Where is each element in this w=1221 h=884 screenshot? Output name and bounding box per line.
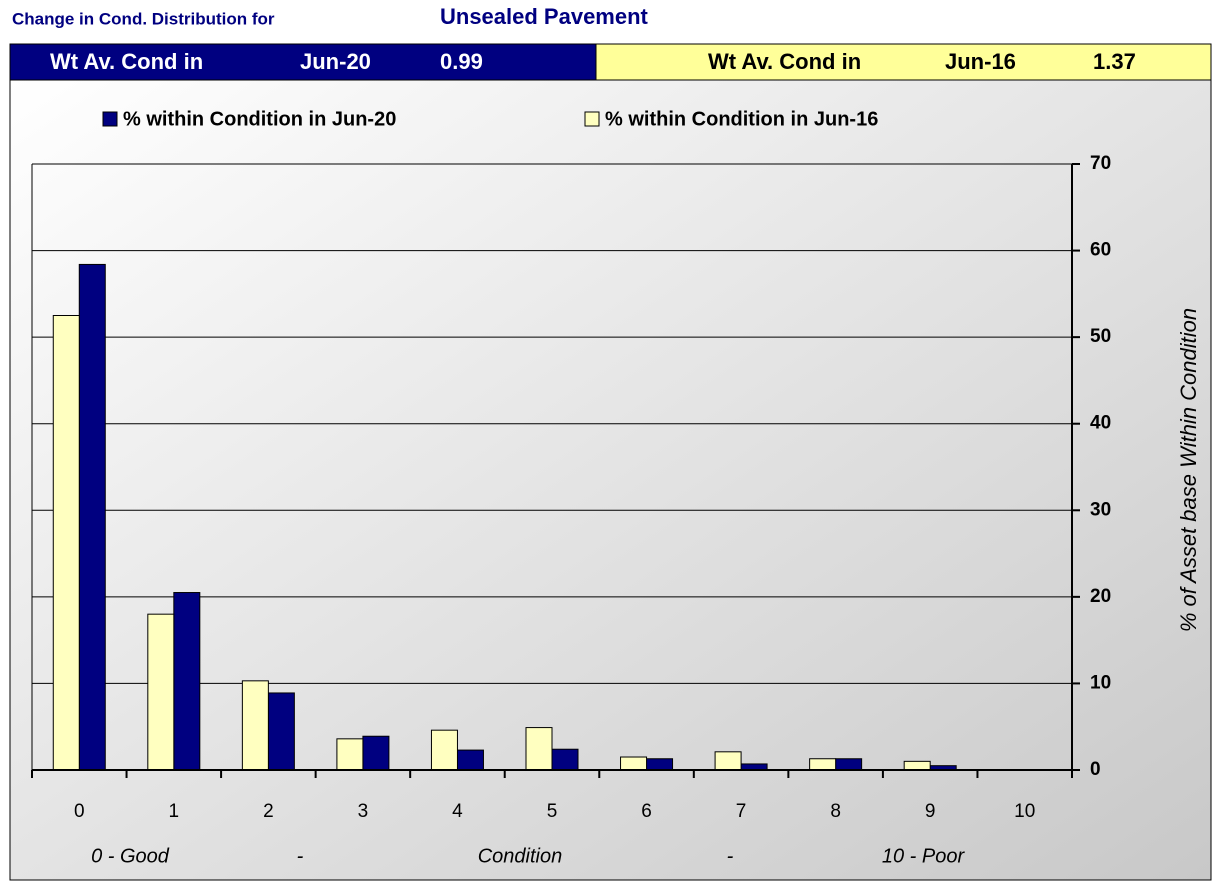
y-tick-label: 0	[1090, 759, 1101, 780]
x-tick-label: 1	[169, 801, 180, 822]
summary-date: Jun-20	[300, 49, 371, 74]
y-tick-label: 70	[1090, 153, 1111, 174]
x-sublabel: -	[297, 845, 304, 867]
bar	[173, 592, 201, 771]
x-tick-label: 3	[358, 801, 369, 822]
legend-swatch	[584, 111, 600, 127]
x-tick-label: 8	[830, 801, 841, 822]
bar	[551, 748, 579, 771]
y-tick-label: 40	[1090, 413, 1111, 434]
y-tick-label: 30	[1090, 499, 1111, 520]
summary-value: 1.37	[1093, 49, 1136, 74]
summary-box	[595, 43, 1212, 81]
bar	[809, 758, 837, 771]
legend-swatch	[102, 111, 118, 127]
summary-date: Jun-16	[945, 49, 1016, 74]
x-tick-label: 5	[547, 801, 558, 822]
y-axis-label: % of Asset base Within Condition	[1176, 308, 1201, 632]
bar	[525, 727, 553, 771]
bar	[78, 263, 106, 771]
bar	[835, 758, 863, 771]
legend-label: % within Condition in Jun-20	[123, 108, 396, 130]
bar	[362, 735, 390, 771]
x-sublabel: -	[727, 845, 734, 867]
bar	[147, 613, 175, 771]
summary-label: Wt Av. Cond in	[708, 49, 861, 74]
x-tick-label: 7	[736, 801, 747, 822]
bar	[52, 315, 80, 771]
y-tick-label: 10	[1090, 672, 1111, 693]
bar	[646, 758, 674, 771]
bar	[456, 749, 484, 771]
bar	[430, 729, 458, 771]
header-subject: Unsealed Pavement	[440, 4, 649, 29]
x-sublabel: 0 - Good	[91, 845, 170, 867]
header-title: Change in Cond. Distribution for	[12, 9, 275, 28]
x-tick-label: 6	[641, 801, 652, 822]
x-tick-label: 4	[452, 801, 463, 822]
x-sublabel: Condition	[478, 845, 563, 867]
summary-value: 0.99	[440, 49, 483, 74]
x-tick-label: 9	[925, 801, 936, 822]
x-tick-label: 10	[1014, 801, 1035, 822]
bar	[714, 751, 742, 771]
y-tick-label: 50	[1090, 326, 1111, 347]
x-tick-label: 2	[263, 801, 274, 822]
bar	[336, 738, 364, 771]
bar	[620, 756, 648, 771]
summary-box	[9, 43, 597, 81]
chart-panel	[9, 79, 1212, 881]
y-tick-label: 20	[1090, 586, 1111, 607]
bar	[267, 692, 295, 771]
x-sublabel: 10 - Poor	[882, 845, 966, 867]
summary-label: Wt Av. Cond in	[50, 49, 203, 74]
bar	[241, 680, 269, 771]
x-tick-label: 0	[74, 801, 85, 822]
y-tick-label: 60	[1090, 240, 1111, 261]
legend-label: % within Condition in Jun-16	[605, 108, 878, 130]
bar	[903, 760, 931, 771]
